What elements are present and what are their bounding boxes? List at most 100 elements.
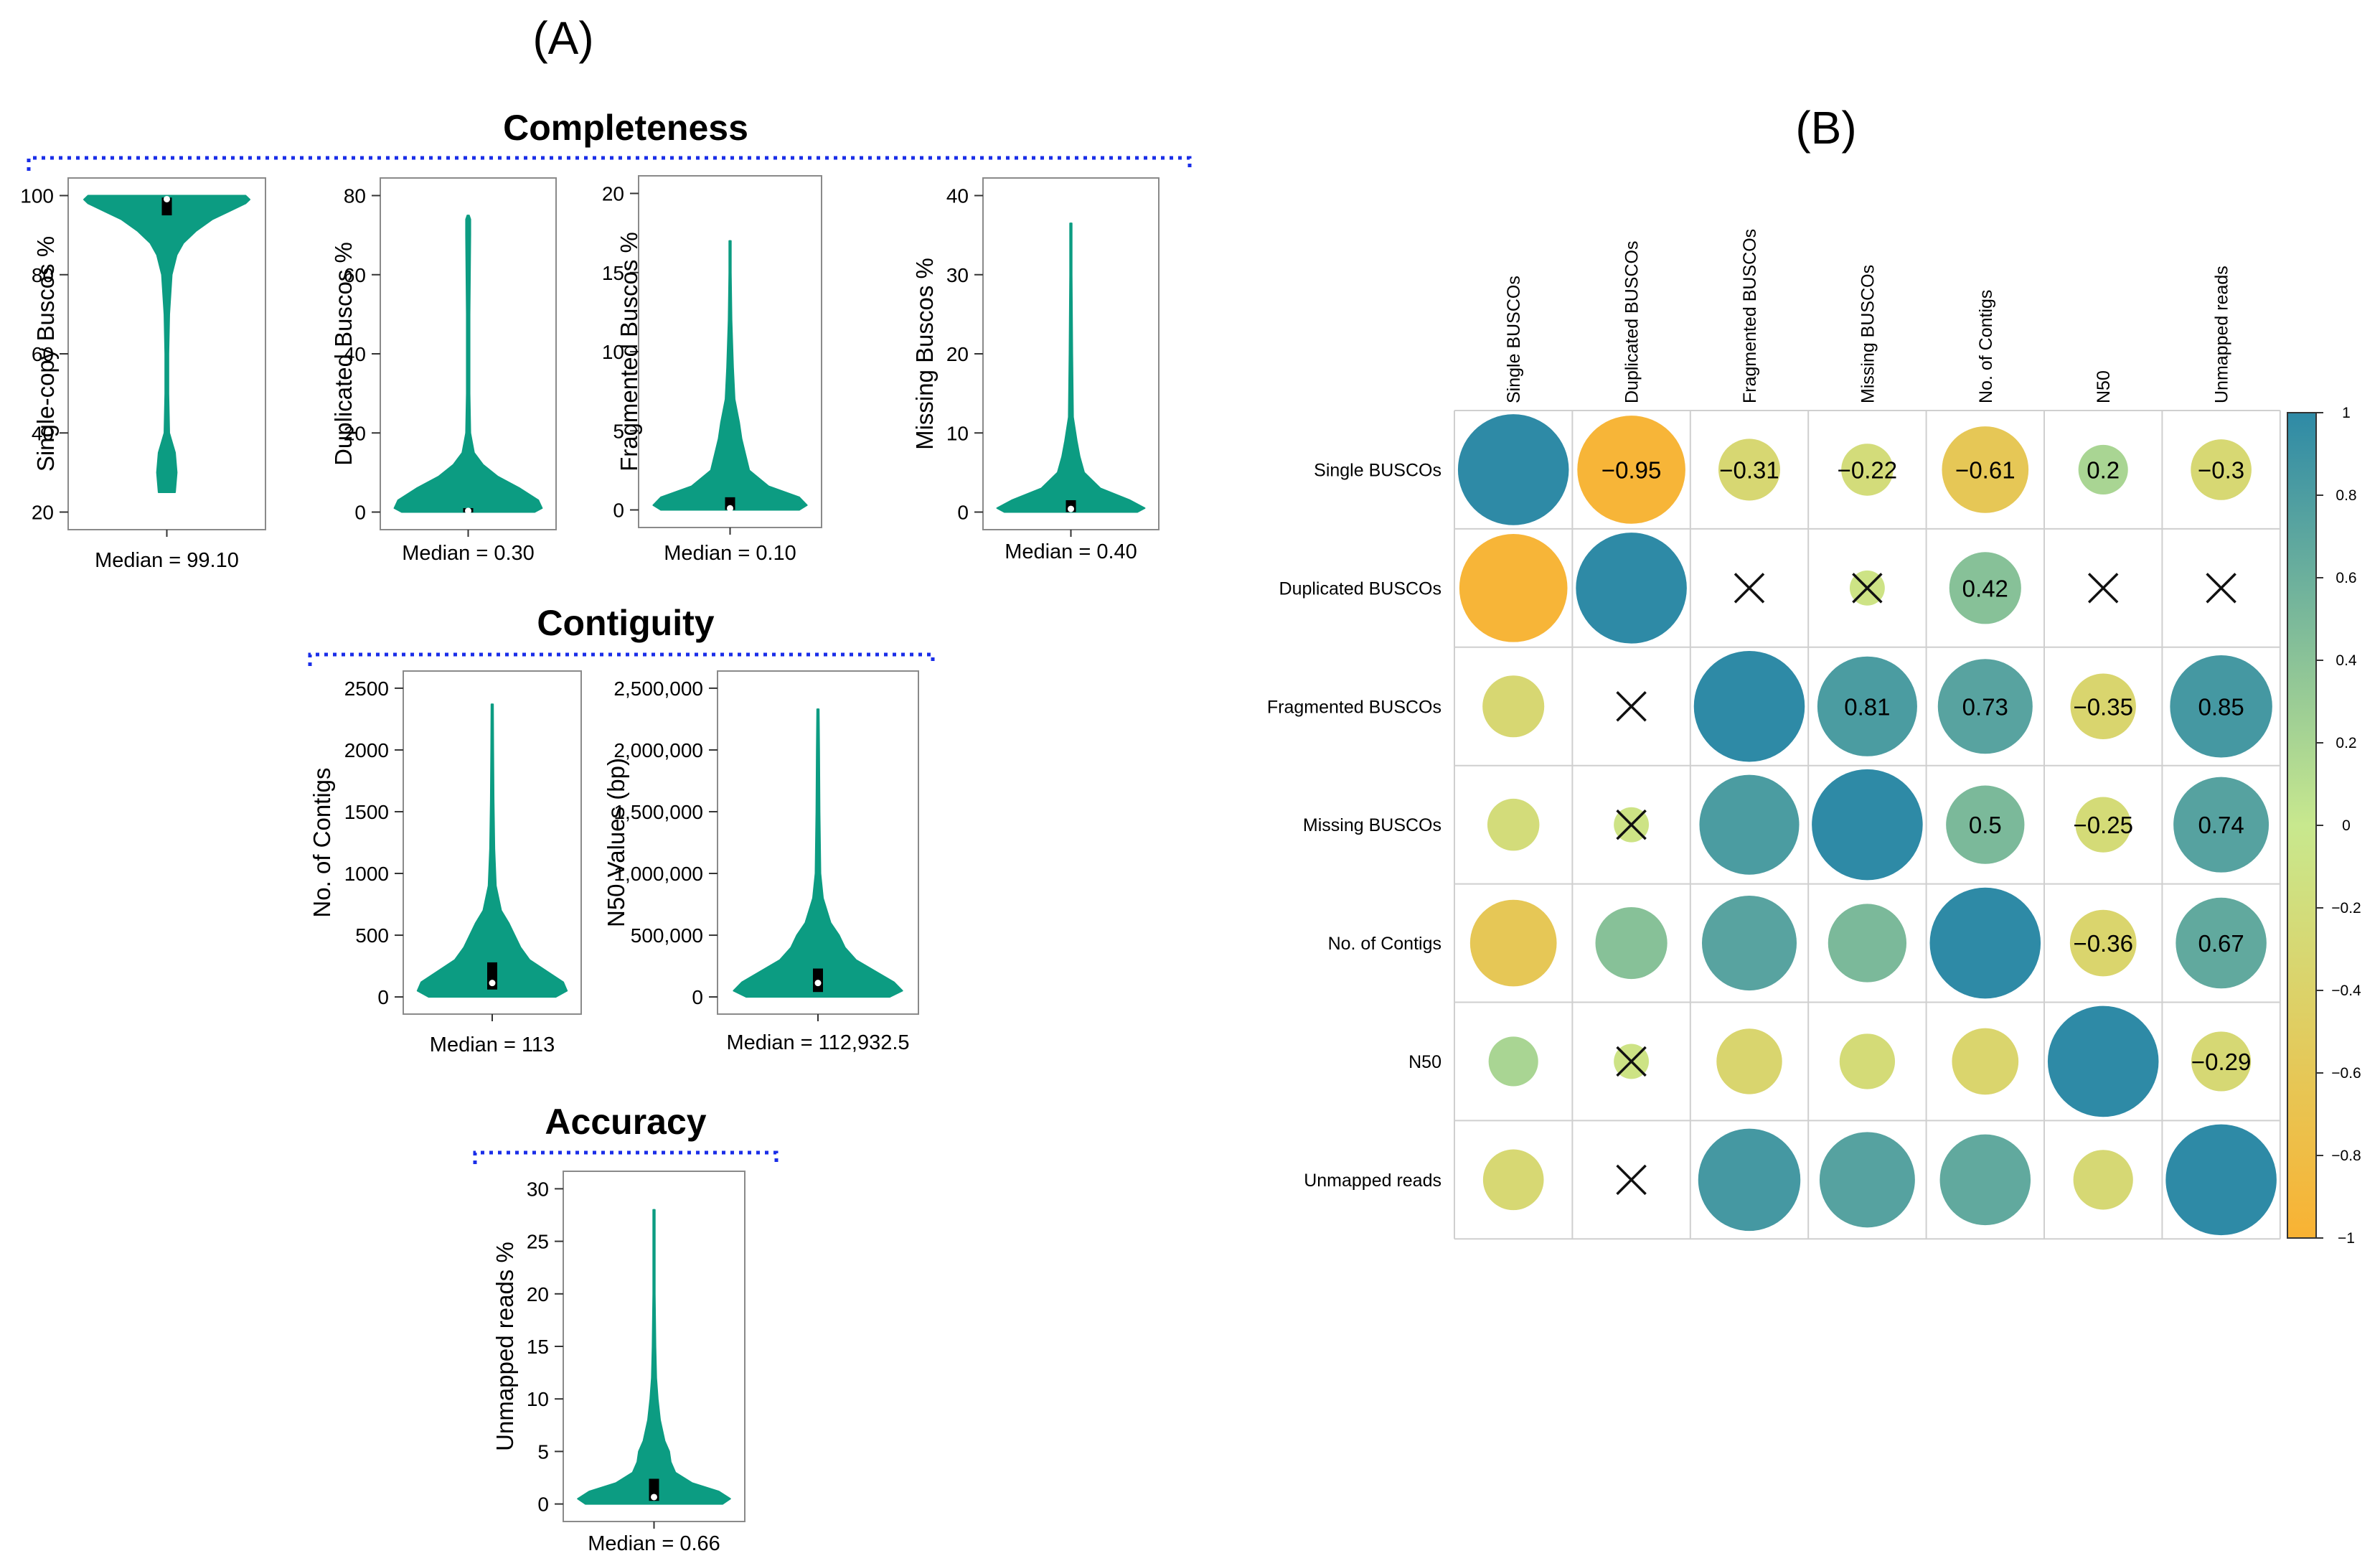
- correlation-value: −0.31: [1719, 456, 1779, 483]
- y-tick-label: 1500: [344, 801, 389, 823]
- y-tick-label: 500,000: [631, 924, 703, 947]
- correlation-circle: [2047, 1005, 2159, 1117]
- row-label: No. of Contigs: [1328, 934, 1441, 954]
- y-axis-label: Duplicated Buscos %: [330, 242, 357, 466]
- correlation-circle: [1698, 1128, 1801, 1232]
- correlation-circle: [2173, 777, 2270, 873]
- colorbar-tick-label: −0.8: [2331, 1148, 2361, 1164]
- correlation-circle: [1929, 887, 2041, 999]
- y-tick-label: 80: [344, 185, 366, 207]
- y-tick-label: 0: [377, 986, 389, 1008]
- violin-panel: 20 40 60 80 100 Single-copy Buscos % Median = …: [20, 177, 266, 572]
- y-tick-label: 1,500,000: [613, 801, 703, 823]
- cross-mark: [1852, 573, 1883, 604]
- correlation-circle: [1937, 659, 2033, 754]
- y-tick-label: 0: [354, 502, 366, 524]
- cross-mark: [1616, 809, 1647, 840]
- y-axis-label: No. of Contigs: [309, 767, 335, 917]
- correlation-value: 0.74: [2198, 812, 2244, 838]
- correlation-circle: [1699, 774, 1800, 875]
- cross-mark: [1616, 1164, 1647, 1196]
- bracket-contiguity: [308, 652, 935, 666]
- correlation-circle: [1482, 1149, 1544, 1211]
- section-title-completeness: Completeness: [503, 108, 748, 148]
- y-tick-label: 10: [527, 1388, 549, 1410]
- colorbar-tick-label: 0.8: [2336, 487, 2356, 504]
- y-tick-label: 25: [527, 1231, 549, 1253]
- y-tick-label: 20: [527, 1283, 549, 1305]
- violin-panel: 0 5 10 15 20 25 30 Unmapped reads % Median = 0.6…: [491, 1171, 745, 1555]
- y-tick-label: 60: [32, 343, 54, 365]
- column-label: Unmapped reads: [2212, 266, 2232, 403]
- column-label: N50: [2094, 370, 2114, 403]
- column-label: No. of Contigs: [1976, 290, 1996, 403]
- y-tick-label: 5: [613, 420, 624, 442]
- correlation-circle: [1577, 416, 1685, 524]
- y-tick-label: 2,500,000: [613, 677, 703, 700]
- correlation-value: 0.42: [1962, 575, 2008, 601]
- correlation-circle: [2170, 655, 2272, 758]
- cross-mark: [1616, 691, 1647, 722]
- correlation-value: −0.3: [2198, 456, 2244, 483]
- y-tick-label: 30: [527, 1178, 549, 1200]
- y-tick-label: 15: [527, 1336, 549, 1358]
- y-tick-label: 20: [946, 343, 969, 365]
- bracket-completeness: [27, 156, 1192, 171]
- y-axis-label: Unmapped reads %: [491, 1242, 518, 1451]
- correlation-value: 0.5: [1969, 812, 2002, 838]
- section-title-accuracy: Accuracy: [545, 1102, 706, 1142]
- colorbar-tick-label: −0.4: [2331, 983, 2361, 999]
- correlation-circle: [1716, 1028, 1782, 1094]
- row-label: Single BUSCOs: [1314, 460, 1441, 480]
- y-tick-label: 30: [946, 264, 969, 286]
- y-axis-label: Single-copy Buscos %: [32, 236, 59, 472]
- correlation-value: 0.2: [2087, 456, 2120, 483]
- correlation-circle: [2075, 797, 2131, 853]
- median-caption: Median = 0.10: [664, 542, 796, 565]
- correlation-circle: [1841, 444, 1894, 496]
- median-point: [489, 980, 496, 987]
- correlation-circle: [1701, 896, 1797, 991]
- correlation-circle: [1487, 798, 1540, 851]
- correlation-value: −0.36: [2073, 930, 2133, 957]
- correlation-circle: [1469, 899, 1557, 987]
- y-tick-label: 20: [344, 422, 366, 444]
- correlation-circle: [2069, 909, 2137, 977]
- violin-body: [733, 708, 903, 998]
- correlation-value: 0.85: [2198, 693, 2244, 720]
- median-caption: Median = 0.40: [1005, 540, 1137, 563]
- median-caption: Median = 0.66: [588, 1532, 720, 1555]
- correlation-circle: [2165, 1124, 2277, 1236]
- y-tick-label: 0: [537, 1494, 549, 1516]
- violin-panel: 0 500 1000 1500 2000 2500 No. of Contigs Median…: [309, 670, 582, 1056]
- correlation-value: −0.25: [2073, 812, 2133, 838]
- median-caption: Median = 99.10: [95, 549, 239, 572]
- correlation-circle: [1946, 785, 2025, 864]
- colorbar-tick-label: 0.6: [2336, 570, 2356, 586]
- cross-mark: [1616, 1046, 1647, 1077]
- correlation-value: −0.22: [1838, 456, 1898, 483]
- correlation-circle: [1457, 414, 1569, 525]
- colorbar-tick-label: 0.4: [2336, 652, 2357, 669]
- bracket-accuracy: [473, 1150, 779, 1164]
- y-tick-label: 40: [344, 343, 366, 365]
- correlation-circle: [2070, 673, 2136, 739]
- column-label: Fragmented BUSCOs: [1740, 229, 1760, 403]
- y-tick-label: 40: [32, 422, 54, 444]
- cross-mark: [2206, 573, 2236, 604]
- correlation-circle: [1488, 1036, 1538, 1087]
- correlation-circle: [1839, 1033, 1896, 1089]
- y-tick-label: 60: [344, 264, 366, 286]
- correlation-value: 0.67: [2198, 930, 2244, 957]
- correlation-circle: [2191, 439, 2252, 500]
- colorbar: [2287, 412, 2317, 1239]
- median-point: [1068, 505, 1074, 512]
- y-tick-label: 20: [602, 183, 624, 205]
- correlation-value: −0.95: [1601, 456, 1662, 483]
- correlation-circle: [1693, 650, 1805, 762]
- y-tick-label: 40: [946, 185, 969, 207]
- panel-a-label: (A): [532, 12, 593, 64]
- correlation-value: −0.61: [1955, 456, 2016, 483]
